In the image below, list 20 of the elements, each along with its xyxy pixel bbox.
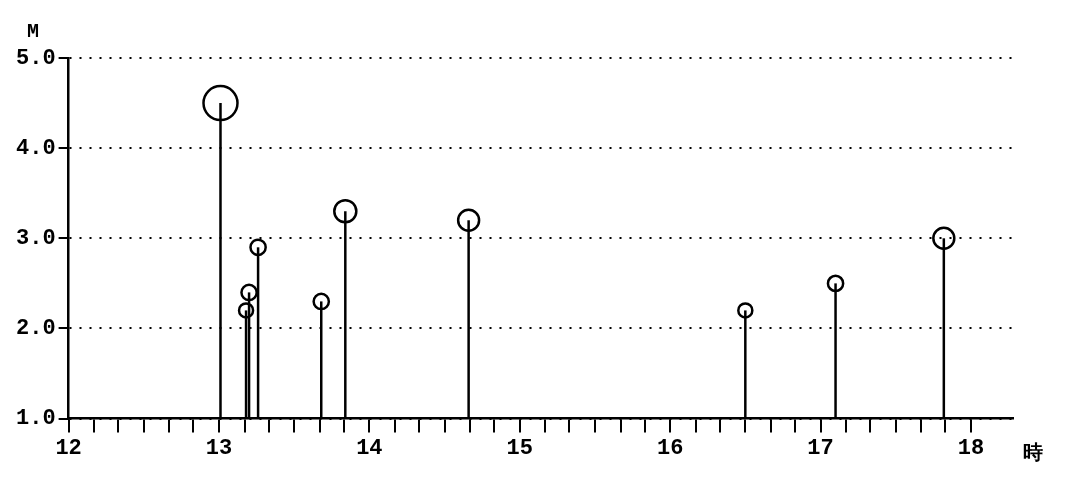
x-tick-label: 15: [506, 436, 533, 462]
x-tick-label: 12: [55, 436, 82, 462]
x-tick-label: 13: [205, 436, 233, 462]
y-tick-label: 4.0: [16, 135, 56, 161]
x-tick-label: 16: [656, 436, 684, 462]
point: [237, 302, 255, 319]
x-tick-label: 18: [957, 436, 985, 462]
x-axis-title: 時: [1023, 439, 1043, 464]
point: [249, 238, 267, 257]
y-tick-label: 1.0: [16, 406, 56, 432]
x-tick-label: 17: [807, 436, 834, 462]
y-tick-label: 5.0: [16, 45, 56, 71]
y-tick-label: 3.0: [16, 225, 56, 251]
y-axis-title: M: [26, 20, 40, 44]
point: [312, 292, 331, 311]
point: [826, 274, 845, 293]
point: [240, 283, 258, 302]
point: [737, 302, 754, 319]
y-tick-label: 2.0: [16, 316, 56, 341]
x-tick-label: 14: [356, 436, 383, 462]
